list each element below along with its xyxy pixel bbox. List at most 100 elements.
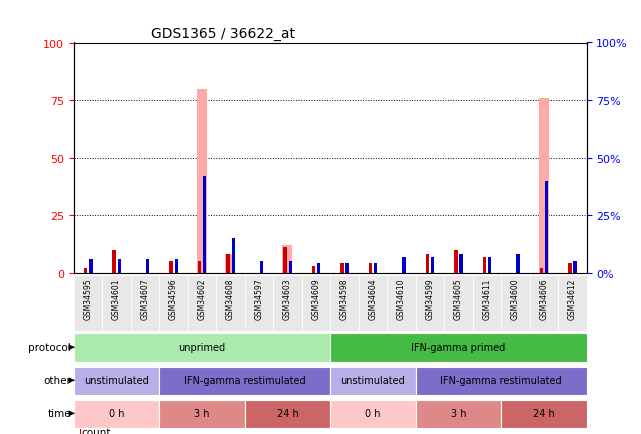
Text: GSM34595: GSM34595 [83,278,92,319]
FancyBboxPatch shape [159,367,330,395]
Text: 24 h: 24 h [533,408,554,418]
Bar [197,89,207,273]
Bar [283,246,292,273]
Bar [146,259,149,273]
Bar [203,177,206,273]
Text: 3 h: 3 h [194,408,210,418]
Text: count: count [81,427,110,434]
FancyBboxPatch shape [74,334,330,362]
Bar [539,99,549,273]
Text: GSM34598: GSM34598 [340,278,349,319]
Text: GSM34596: GSM34596 [169,278,178,319]
Bar [540,268,543,273]
Text: GSM34611: GSM34611 [482,278,491,319]
Bar [569,264,572,273]
FancyBboxPatch shape [330,400,415,428]
Bar [226,255,230,273]
FancyBboxPatch shape [245,400,330,428]
Bar [198,262,201,273]
Text: GSM34600: GSM34600 [511,278,520,319]
Text: GSM34601: GSM34601 [112,278,121,319]
Bar [317,264,320,273]
FancyBboxPatch shape [444,275,472,332]
Text: other: other [44,375,71,385]
Text: GSM34606: GSM34606 [539,278,548,319]
FancyBboxPatch shape [74,400,159,428]
Text: 3 h: 3 h [451,408,466,418]
Text: 0 h: 0 h [109,408,124,418]
Text: unstimulated: unstimulated [84,375,149,385]
Text: GSM34612: GSM34612 [568,278,577,319]
Bar [84,268,87,273]
Bar [112,250,116,273]
FancyBboxPatch shape [74,275,102,332]
Text: GSM34607: GSM34607 [140,278,149,319]
Text: GSM34609: GSM34609 [312,278,320,319]
Text: protocol: protocol [28,342,71,352]
FancyBboxPatch shape [159,400,245,428]
Bar [517,255,520,273]
Bar [426,255,429,273]
Text: GSM34605: GSM34605 [454,278,463,319]
Bar [403,257,406,273]
Text: GSM34603: GSM34603 [283,278,292,319]
FancyBboxPatch shape [330,275,358,332]
Text: time: time [47,408,71,418]
Text: IFN-gamma primed: IFN-gamma primed [411,342,506,352]
Bar [488,257,492,273]
Bar [460,255,463,273]
FancyBboxPatch shape [472,275,501,332]
Text: 24 h: 24 h [276,408,298,418]
Bar [340,264,344,273]
Text: GSM34597: GSM34597 [254,278,263,319]
Bar [483,257,487,273]
Bar [260,262,263,273]
Text: IFN-gamma restimulated: IFN-gamma restimulated [184,375,306,385]
Text: unstimulated: unstimulated [340,375,405,385]
FancyBboxPatch shape [245,275,273,332]
Bar [283,248,287,273]
FancyBboxPatch shape [302,275,330,332]
Bar [374,264,378,273]
FancyBboxPatch shape [216,275,245,332]
Bar [312,266,315,273]
FancyBboxPatch shape [501,275,529,332]
Bar [431,257,435,273]
Bar [369,264,372,273]
FancyBboxPatch shape [74,367,159,395]
Text: GSM34599: GSM34599 [426,278,435,319]
Bar [117,259,121,273]
FancyBboxPatch shape [358,275,387,332]
Bar [454,250,458,273]
FancyBboxPatch shape [415,367,587,395]
Text: GDS1365 / 36622_at: GDS1365 / 36622_at [151,27,295,41]
Bar [174,259,178,273]
FancyBboxPatch shape [529,275,558,332]
Bar [288,262,292,273]
Bar [169,262,173,273]
FancyBboxPatch shape [159,275,188,332]
Text: GSM34608: GSM34608 [226,278,235,319]
Text: 0 h: 0 h [365,408,381,418]
FancyBboxPatch shape [102,275,131,332]
Bar [545,181,548,273]
FancyBboxPatch shape [330,367,415,395]
Bar [545,181,548,273]
FancyBboxPatch shape [387,275,415,332]
Text: GSM34610: GSM34610 [397,278,406,319]
Bar [574,262,577,273]
FancyBboxPatch shape [415,275,444,332]
Bar [231,239,235,273]
FancyBboxPatch shape [330,334,587,362]
Text: unprimed: unprimed [178,342,226,352]
Text: IFN-gamma restimulated: IFN-gamma restimulated [440,375,562,385]
Text: GSM34602: GSM34602 [197,278,206,319]
Bar [226,255,235,273]
Text: GSM34604: GSM34604 [369,278,378,319]
Bar [203,177,206,273]
FancyBboxPatch shape [188,275,216,332]
FancyBboxPatch shape [415,400,501,428]
FancyBboxPatch shape [273,275,302,332]
FancyBboxPatch shape [501,400,587,428]
Bar [89,259,92,273]
